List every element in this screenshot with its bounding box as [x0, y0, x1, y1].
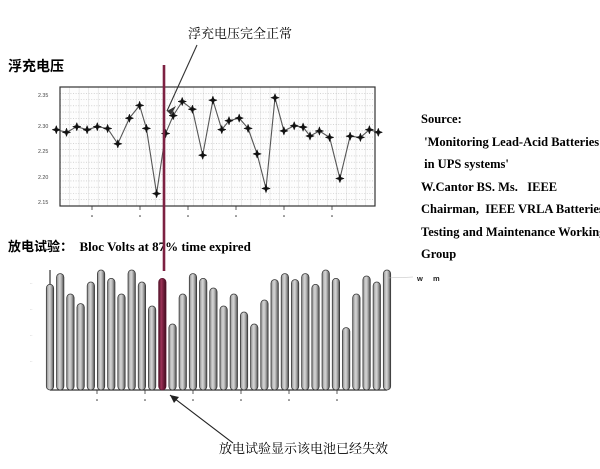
svg-text:..: ..: [30, 332, 33, 337]
svg-text:2.20: 2.20: [38, 175, 48, 181]
svg-text:..: ..: [30, 280, 33, 285]
svg-text:2.35: 2.35: [38, 93, 48, 99]
svg-text:m: m: [433, 274, 440, 283]
svg-text:..: ..: [30, 306, 33, 311]
svg-text:w: w: [416, 274, 423, 283]
svg-text:2.25: 2.25: [38, 149, 48, 155]
svg-text:2.30: 2.30: [38, 124, 48, 130]
svg-text:2.15: 2.15: [38, 200, 48, 206]
svg-text:..: ..: [30, 358, 33, 363]
